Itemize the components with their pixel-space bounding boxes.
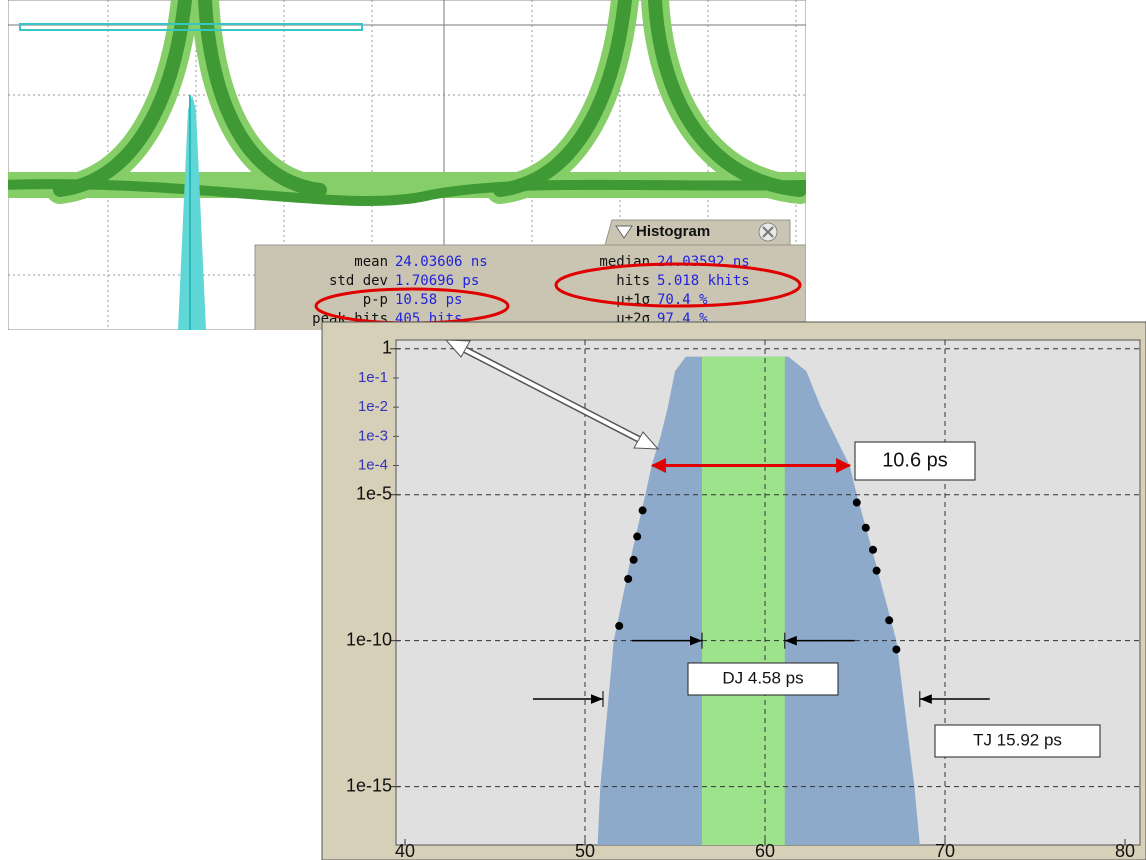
- annotation-label: 10.6 ps: [882, 449, 948, 471]
- annotation-label: DJ 4.58 ps: [722, 668, 803, 687]
- y-tick-label: 1e-10: [346, 629, 392, 649]
- point: [862, 524, 870, 532]
- screenshot: Histogram mean24.03606 nsmedian24.03592 …: [0, 0, 1146, 860]
- area: [702, 357, 785, 845]
- x-tick-label: 50: [575, 841, 595, 860]
- measurement-label: hits: [616, 273, 650, 289]
- point: [630, 556, 638, 564]
- measurement-label: mean: [354, 254, 388, 270]
- x-tick-label: 80: [1115, 841, 1135, 860]
- annotation-label: TJ 15.92 ps: [973, 730, 1062, 749]
- tab-close-icon[interactable]: [759, 223, 777, 241]
- x-tick-label: 70: [935, 841, 955, 860]
- measurement-value: 5.018 khits: [657, 273, 750, 289]
- x-tick-label: 60: [755, 841, 775, 860]
- measurement-value: 10.58 ps: [395, 292, 462, 308]
- point: [892, 645, 900, 653]
- point: [873, 567, 881, 575]
- y-minor-tick-label: 1e-4: [358, 457, 388, 474]
- y-minor-tick-label: 1e-3: [358, 427, 388, 444]
- y-tick-label: 1e-5: [356, 483, 392, 503]
- point: [639, 506, 647, 514]
- y-tick-label: 1: [382, 338, 392, 358]
- measurement-value: 24.03606 ns: [395, 254, 488, 270]
- measurement-value: 1.70696 ps: [395, 273, 479, 289]
- y-tick-label: 1e-15: [346, 775, 392, 795]
- measurement-label: std dev: [329, 273, 388, 289]
- point: [615, 622, 623, 630]
- point: [633, 533, 641, 541]
- x-tick-label: 40: [395, 841, 415, 860]
- measurement-label: p-p: [363, 292, 388, 308]
- page: {"scope_panel": {"title": "Histogram", "…: [0, 0, 1146, 860]
- point: [853, 499, 861, 507]
- point: [869, 546, 877, 554]
- y-minor-tick-label: 1e-1: [358, 369, 388, 386]
- point: [885, 616, 893, 624]
- tab-title: Histogram: [636, 223, 710, 240]
- y-minor-tick-label: 1e-2: [358, 398, 388, 415]
- point: [624, 575, 632, 583]
